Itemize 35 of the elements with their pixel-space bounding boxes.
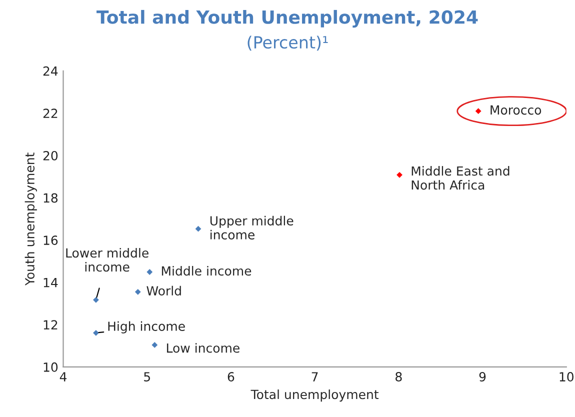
y-tick-label: 10 (44, 362, 58, 372)
point (134, 288, 141, 295)
annotation: High income (108, 321, 185, 334)
annotation: Middle income (162, 266, 252, 276)
point (475, 108, 482, 114)
y-tick-label: 22 (43, 108, 58, 118)
chart-title: Total and Youth Unemployment, 2024 (96, 10, 478, 28)
point (152, 342, 158, 348)
point (396, 172, 402, 178)
x-tick-label: 4 (60, 372, 67, 382)
annotation: Morocco (490, 105, 542, 115)
point (93, 296, 99, 303)
y-tick-label: 18 (44, 193, 58, 203)
x-tick-label: 5 (144, 372, 150, 382)
x-axis-title: Total unemployment (250, 389, 379, 402)
y-axis-title: Youth unemployment (24, 152, 37, 286)
annotation: World (146, 286, 181, 296)
annotation: Middle East and North Africa (412, 166, 510, 190)
annotation: Lower middle income (66, 248, 148, 272)
point (93, 330, 99, 336)
point (195, 226, 202, 232)
y-tick-label: 12 (44, 320, 58, 330)
y-tick-label: 14 (44, 278, 58, 288)
y-tick-label: 24 (43, 66, 58, 76)
x-tick-label: 8 (396, 372, 402, 382)
annotation: Upper middle income (210, 216, 294, 240)
x-tick-label: 10 (560, 372, 574, 382)
annotation: Low income (166, 343, 240, 353)
point (146, 269, 153, 275)
y-tick-label: 20 (43, 150, 58, 160)
x-tick-label: 7 (312, 372, 318, 382)
y-tick-label: 16 (44, 236, 58, 245)
chart-subtitle: (Percent)¹ (248, 36, 328, 51)
x-tick-label: 9 (479, 372, 486, 382)
x-tick-label: 6 (228, 372, 234, 382)
